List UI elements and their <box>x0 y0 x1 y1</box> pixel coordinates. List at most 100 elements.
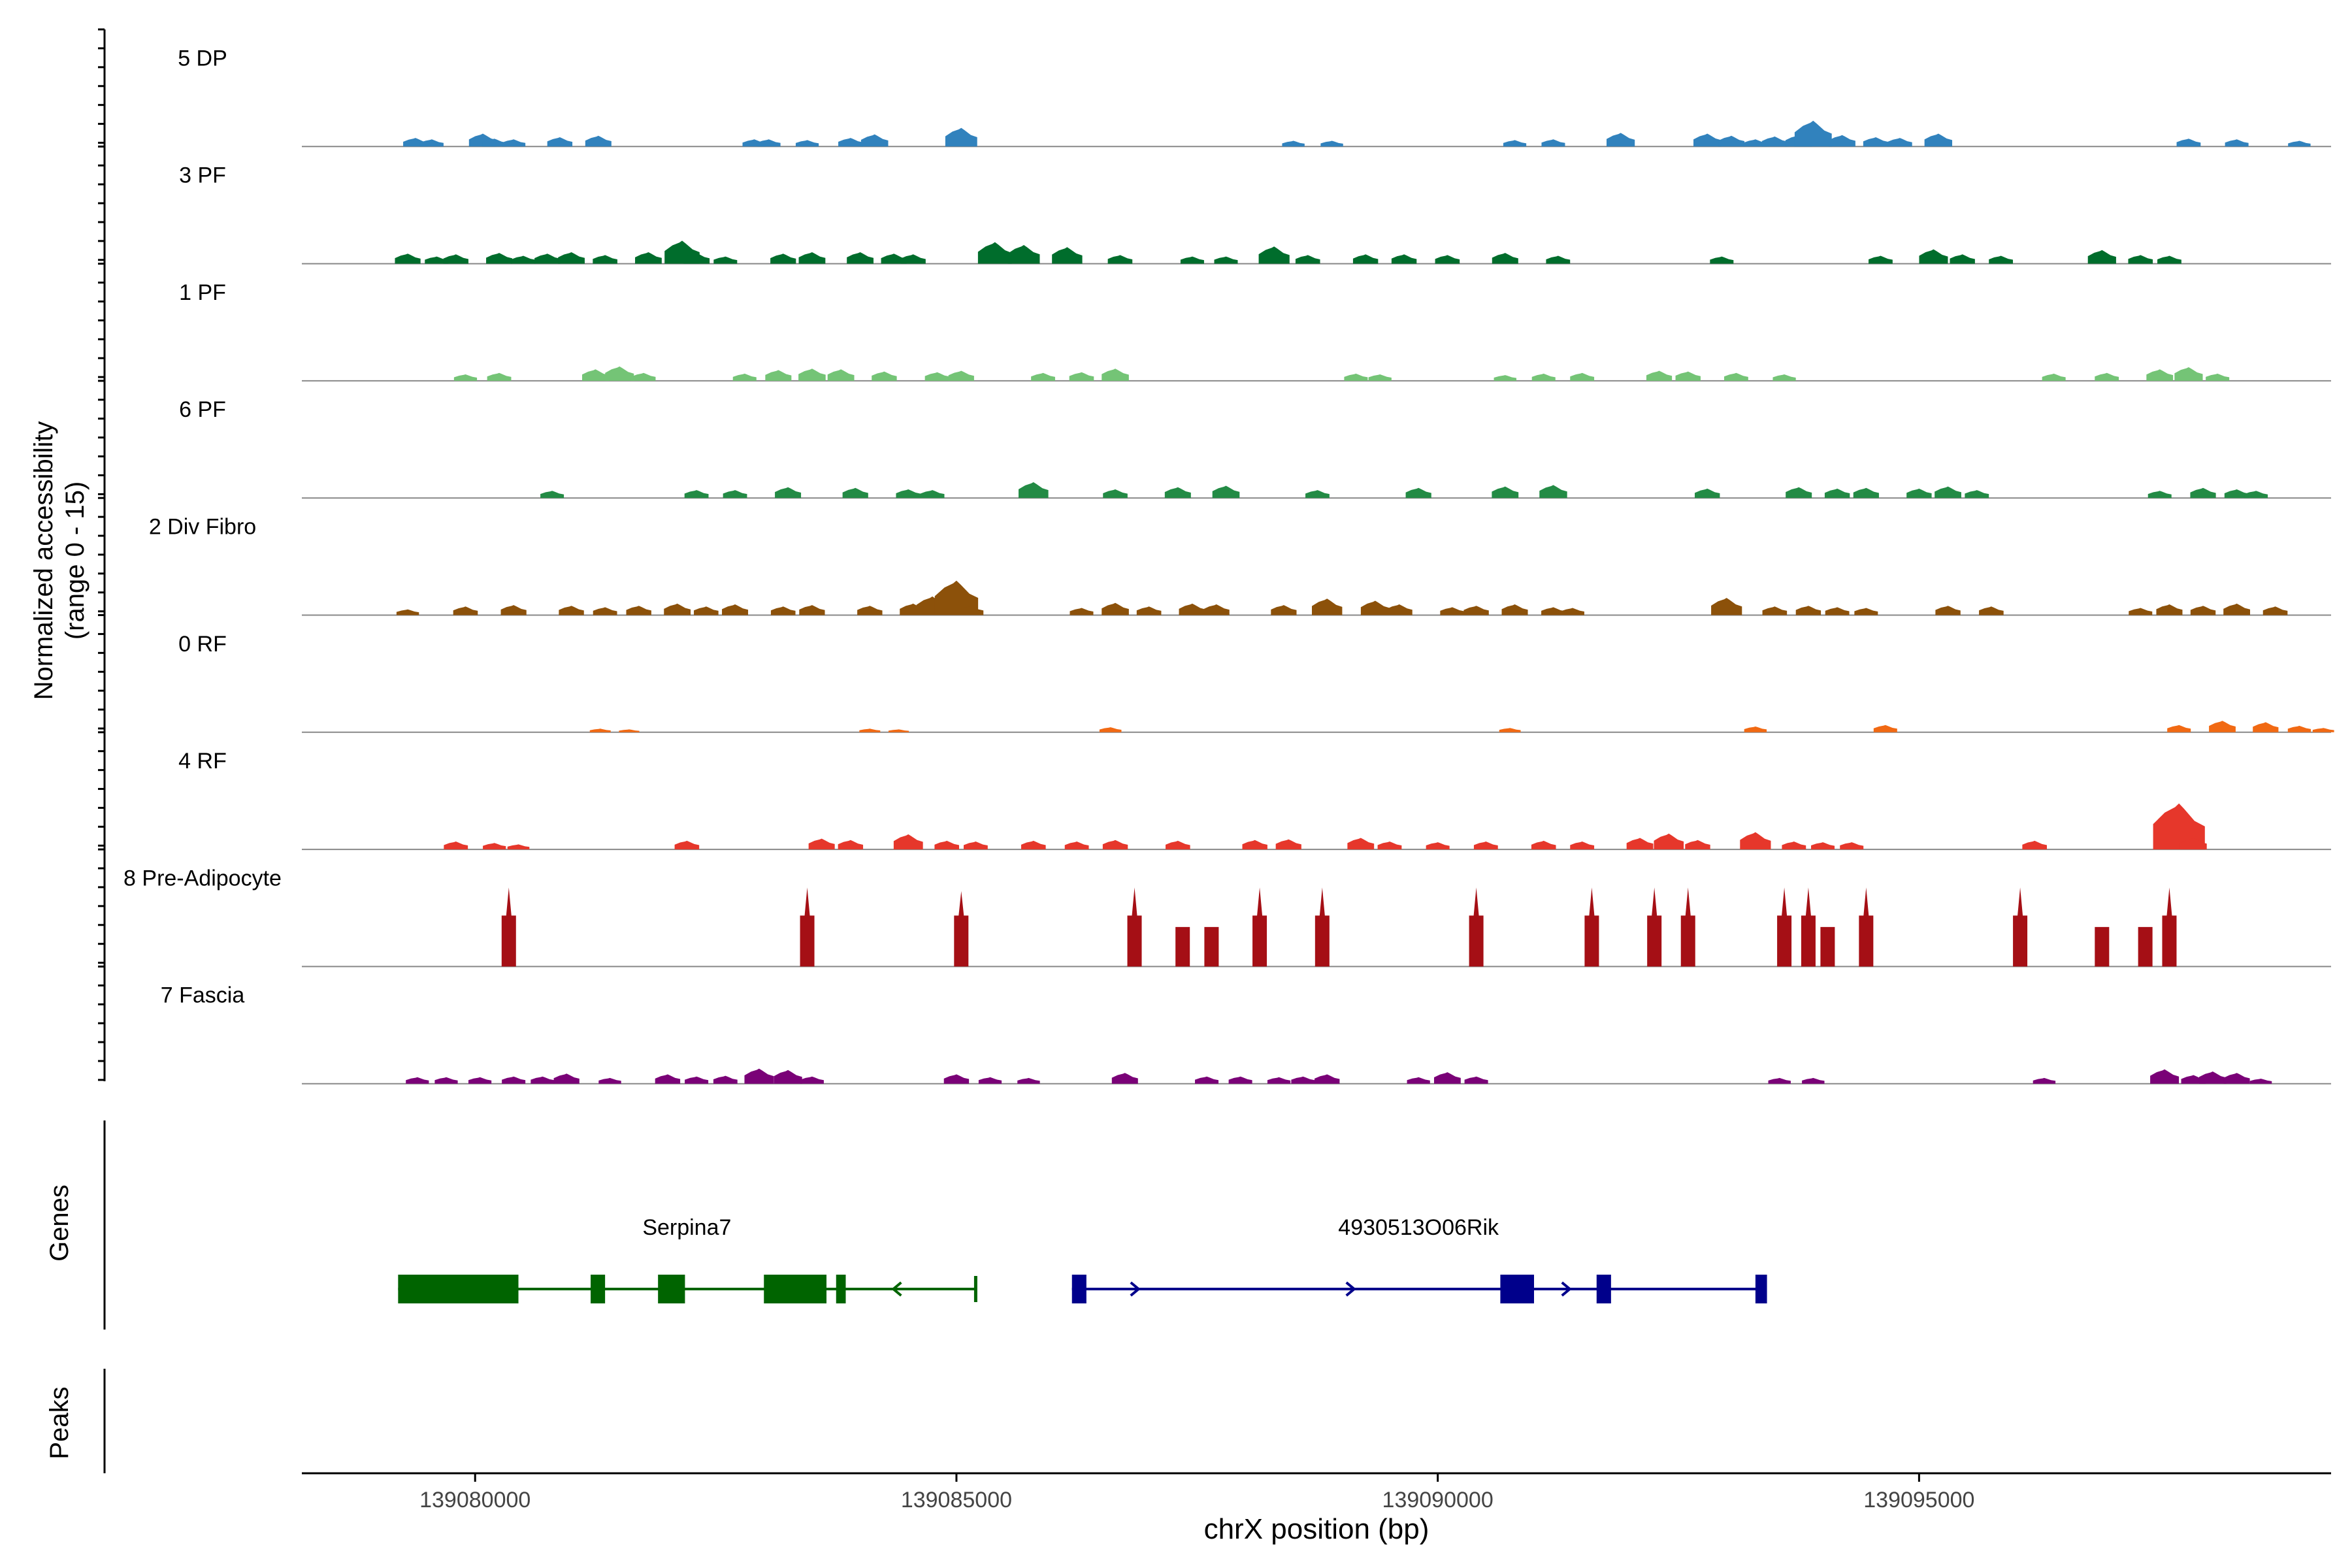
coverage-peak <box>1469 887 1484 967</box>
coverage-peak <box>1499 728 1521 732</box>
coverage-peak <box>827 369 855 381</box>
coverage-peak <box>619 729 640 732</box>
coverage-peak <box>888 729 909 732</box>
coverage-peak <box>1282 140 1305 147</box>
coverage-peak <box>1492 253 1518 264</box>
coverage-peak <box>1164 487 1191 498</box>
coverage-peak <box>1607 133 1635 147</box>
coverage-peak <box>2167 725 2191 732</box>
coverage-peak <box>900 254 926 264</box>
track-7-fascia: 7 Fascia <box>161 983 2331 1085</box>
track-5-dp: 5 DP <box>178 46 2331 148</box>
track-label: 1 PF <box>179 280 226 305</box>
coverage-peak <box>1795 606 1821 615</box>
coverage-peak <box>2095 372 2119 381</box>
coverage-peak <box>1647 887 1662 967</box>
coverage-peak <box>2223 1073 2250 1084</box>
coverage-peak <box>757 139 781 147</box>
coverage-peak <box>585 135 612 147</box>
x-axis-title: chrX position (bp) <box>1204 1513 1429 1545</box>
coverage-peak <box>1407 1077 1430 1084</box>
coverage-peak <box>1103 489 1128 498</box>
coverage-peak <box>605 366 634 381</box>
coverage-peak <box>500 605 527 615</box>
coverage-peak <box>1501 604 1528 615</box>
coverage-peak <box>434 1077 458 1084</box>
coverage-peak <box>1541 607 1565 615</box>
coverage-peak <box>2176 139 2201 147</box>
x-tick-label: 139085000 <box>901 1488 1012 1512</box>
gene-exon <box>1755 1275 1767 1303</box>
coverage-peak <box>1291 1076 1315 1084</box>
genes-panel-label: Genes <box>45 1184 74 1262</box>
coverage-peak <box>859 728 881 732</box>
gene-exon <box>1071 1275 1086 1303</box>
gene-exon <box>764 1275 827 1303</box>
coverage-peak <box>540 491 564 498</box>
coverage-peak <box>1214 256 1238 264</box>
coverage-peak <box>396 609 419 615</box>
coverage-peak <box>1924 133 1953 147</box>
coverage-peak <box>924 372 950 381</box>
coverage-peak <box>2206 373 2230 381</box>
track-label: 3 PF <box>179 163 226 188</box>
x-axis: 139080000 139085000 139090000 139095000 <box>302 1472 2331 1512</box>
coverage-peak <box>1743 139 1767 147</box>
coverage-peak <box>1391 254 1417 264</box>
coverage-peak <box>1570 372 1595 381</box>
coverage-peak <box>1965 490 1989 498</box>
coverage-peak <box>1258 246 1290 264</box>
coverage-peak <box>1195 1076 1219 1084</box>
coverage-peak <box>1440 607 1465 615</box>
coverage-peak <box>2146 369 2174 381</box>
coverage-peak <box>1859 887 1874 967</box>
coverage-peak <box>1873 725 1897 732</box>
coverage-peak <box>395 253 421 264</box>
coverage-peak <box>598 1077 621 1084</box>
coverage-peak <box>881 253 907 264</box>
coverage-peak <box>1136 606 1162 615</box>
coverage-peak <box>1794 120 1832 147</box>
coverage-peak <box>723 490 747 498</box>
coverage-peak <box>2180 838 2207 850</box>
coverage-peak <box>1127 887 1142 967</box>
coverage-peak <box>1021 840 1046 850</box>
coverage-peak <box>1820 926 1835 967</box>
coverage-peak <box>1203 604 1230 615</box>
coverage-peak <box>2087 250 2116 264</box>
track-label: 7 Fascia <box>161 983 245 1008</box>
coverage-peak <box>1772 374 1796 381</box>
gene-exon <box>836 1275 846 1303</box>
coverage-peak <box>722 604 749 615</box>
coverage-peak <box>1840 842 1864 850</box>
coverage-peak <box>1386 604 1413 615</box>
coverage-peak <box>1007 245 1040 264</box>
genes-panel: Serpina7 4930513O06Rik <box>103 1120 1767 1330</box>
coverage-peak <box>1829 135 1855 147</box>
coverage-peak <box>443 254 468 264</box>
coverage-peak <box>487 372 512 381</box>
coverage-peak <box>1099 727 1122 732</box>
coverage-peak <box>1179 603 1206 615</box>
peaks-panel-label: Peaks <box>45 1386 74 1459</box>
coverage-peak <box>775 487 802 498</box>
coverage-peak <box>2129 608 2153 615</box>
track-0-rf: 0 RF <box>178 632 2334 733</box>
coverage-peak <box>2042 373 2066 381</box>
coverage-peak <box>685 1076 709 1084</box>
coverage-peak <box>1825 607 1850 615</box>
coverage-peak <box>482 139 507 147</box>
coverage-peak <box>593 607 617 615</box>
coverage-peak <box>713 256 738 264</box>
coverage-peak <box>1695 488 1720 498</box>
coverage-peak <box>1473 841 1498 850</box>
coverage-peak <box>531 1076 555 1084</box>
gene-4930513o06rik: 4930513O06Rik <box>1071 1215 1767 1303</box>
coverage-peak <box>1267 1077 1291 1084</box>
coverage-peak <box>1919 249 1948 264</box>
coverage-peak <box>694 606 719 615</box>
coverage-peak <box>559 606 584 615</box>
coverage-peak <box>1305 490 1330 498</box>
track-2-div-fibro: 2 Div Fibro <box>149 515 2331 616</box>
coverage-peak <box>1570 841 1595 850</box>
